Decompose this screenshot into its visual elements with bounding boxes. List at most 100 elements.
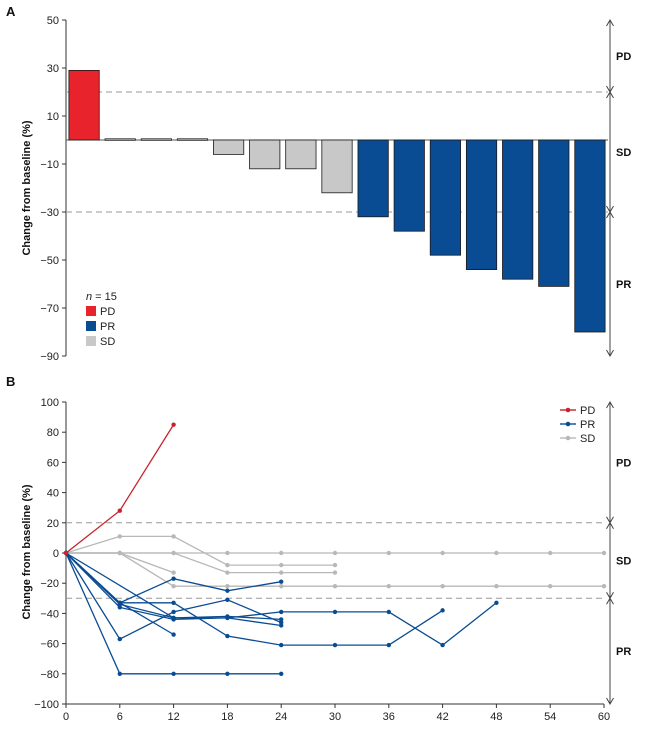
panel-b-y-tick-label: 60 <box>47 457 59 469</box>
panel-b-series-line <box>66 552 604 587</box>
panel-a-zone-label: PD <box>616 51 631 63</box>
panel-a-bar <box>574 139 606 333</box>
panel-b-point <box>279 671 284 676</box>
panel-b-point <box>117 605 123 610</box>
panel-b-point <box>63 550 69 556</box>
panel-b-point <box>171 615 176 621</box>
panel-b-point <box>332 562 338 568</box>
panel-b-point <box>171 570 176 575</box>
panel-a-legend-label: PR <box>100 321 115 333</box>
panel-a-bar <box>140 138 172 141</box>
panel-a-y-tick-label: −10 <box>40 159 59 171</box>
panel-b-point <box>171 600 176 606</box>
panel-b-point <box>225 570 230 575</box>
panel-b-y-axis-label: Change from baseline (%) <box>21 484 33 619</box>
panel-a-zone-arrow <box>606 19 614 27</box>
panel-b-point <box>117 534 123 539</box>
panel-b-zone-label: PR <box>616 646 631 658</box>
panel-a-legend-label: PD <box>100 306 115 318</box>
panel-b-point <box>171 422 176 427</box>
panel-a-zone-arrow <box>606 91 614 99</box>
panel-a-bar <box>249 139 281 170</box>
panel-a-zone-arrow <box>606 349 614 357</box>
panel-a-bar <box>429 139 461 256</box>
panel-b-point <box>332 642 338 648</box>
panel-b-zone-arrow <box>606 597 614 605</box>
panel-b-point <box>332 570 338 575</box>
panel-b-legend-marker <box>565 421 571 427</box>
panel-a-bar <box>285 139 317 170</box>
panel-b-x-tick-label: 48 <box>490 711 502 723</box>
panel-a-y-tick-label: 50 <box>47 15 59 27</box>
panel-b-point <box>279 623 284 628</box>
panel-b-point <box>117 671 123 676</box>
panel-b-series-line <box>65 552 497 646</box>
panel-b-point <box>225 562 230 568</box>
panel-a-bar <box>357 139 389 218</box>
panel-b-point <box>171 671 176 676</box>
panel-b-point <box>440 584 445 589</box>
panel-a-bar <box>538 139 570 287</box>
panel-b-point <box>171 576 176 581</box>
panel-b-point <box>279 620 284 625</box>
panel-a-zone-label: PR <box>616 279 631 291</box>
panel-a-bar <box>465 139 498 271</box>
panel-a-y-tick-label: −90 <box>40 351 59 363</box>
panel-b-zone-label: PD <box>616 457 631 469</box>
panel-b-zone-label: SD <box>616 556 631 568</box>
panel-b-point <box>279 579 284 584</box>
panel-b-point <box>386 550 391 556</box>
panel-b-point <box>332 584 338 589</box>
panel-b-point <box>279 609 284 615</box>
panel-b-y-tick-label: −100 <box>34 699 59 711</box>
panel-a-y-tick-label: −50 <box>40 255 59 267</box>
panel-b-point <box>117 508 123 513</box>
panel-b-series-line <box>66 552 335 574</box>
panel-a-y-axis-label: Change from baseline (%) <box>21 120 33 255</box>
panel-b-legend-label: SD <box>580 433 595 445</box>
panel-a-legend-title: n = 15 <box>86 291 117 303</box>
panel-b-point <box>171 632 176 637</box>
panel-b-y-tick-label: 80 <box>47 427 59 439</box>
panel-b-point <box>117 550 123 556</box>
panel-b-point <box>601 584 607 589</box>
panel-b-y-tick-label: 0 <box>53 548 59 560</box>
panel-b-point <box>332 609 338 615</box>
panel-b-y-tick-label: −80 <box>40 669 59 681</box>
panel-a-bar <box>393 139 425 232</box>
panel-b-point <box>225 597 230 603</box>
panel-b-point <box>279 617 284 622</box>
panel-b-point <box>494 600 499 606</box>
panel-b-zone-arrow <box>606 521 614 530</box>
panel-b-series-line <box>65 552 282 627</box>
panel-a-zone-arrow <box>606 211 614 219</box>
panel-a-y-tick-label: 30 <box>47 63 59 75</box>
panel-b-legend-marker <box>565 435 571 441</box>
panel-b-y-tick-label: 20 <box>47 518 59 530</box>
panel-b-series-line <box>65 535 335 566</box>
panel-b-x-tick-label: 12 <box>167 711 179 723</box>
panel-b-point <box>279 550 284 556</box>
panel-b-point <box>225 615 230 621</box>
panel-b-point <box>279 642 284 648</box>
panel-b-point <box>440 608 445 613</box>
panel-a-bar <box>321 139 353 194</box>
panel-b-y-tick-label: −20 <box>40 578 59 590</box>
panel-b-x-tick-label: 60 <box>598 711 610 723</box>
panel-a-bar <box>213 139 245 155</box>
panel-a-legend-label: SD <box>100 336 115 348</box>
panel-b: B Change from baseline (%) 100806040200−… <box>6 374 631 723</box>
panel-a-bar <box>502 139 534 280</box>
panel-b-label: B <box>6 374 15 389</box>
panel-b-y-tick-label: 40 <box>47 488 59 500</box>
panel-b-x-tick-label: 6 <box>117 711 123 723</box>
panel-a-bar <box>104 138 136 141</box>
panel-b-x-tick-label: 0 <box>63 711 69 723</box>
panel-b-point <box>171 584 176 589</box>
panel-b-point <box>279 570 284 575</box>
panel-b-point <box>548 550 553 556</box>
panel-b-point <box>440 550 445 556</box>
panel-b-zone-arrow <box>606 401 614 409</box>
panel-b-point <box>225 671 230 676</box>
